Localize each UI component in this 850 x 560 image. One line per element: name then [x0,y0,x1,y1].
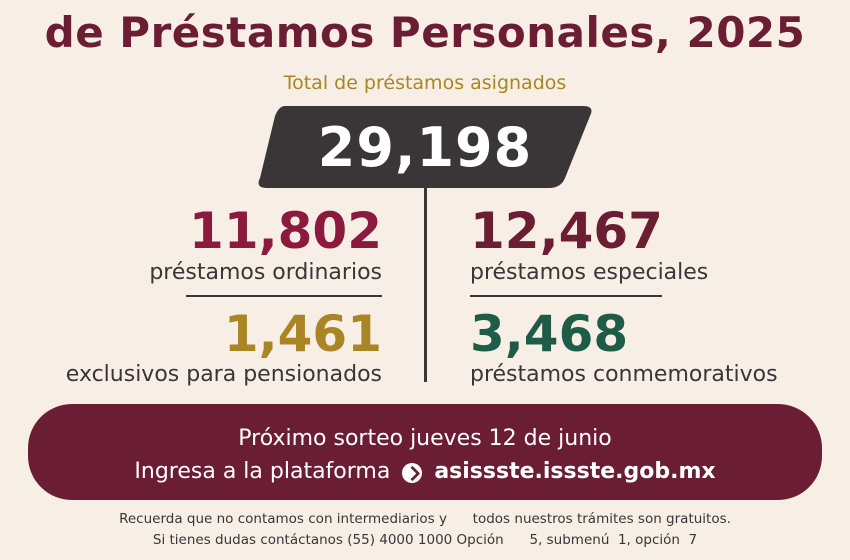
link-icon [402,462,423,483]
next-draw-banner: Próximo sorteo jueves 12 de junio Ingres… [28,404,822,500]
ordinarios-label: préstamos ordinarios [149,260,382,285]
next-draw-text: Próximo sorteo jueves 12 de junio [238,426,612,451]
page-subtitle: Total de préstamos asignados [283,72,567,94]
pensionados-value: 1,461 [223,305,382,363]
total-loans-badge: 29,198 [255,106,595,188]
footer-disclaimer: Recuerda que no contamos con intermediar… [119,511,731,527]
especiales-label: préstamos especiales [470,260,709,285]
conmemorativos-label: préstamos conmemorativos [470,362,778,387]
right-separator [470,295,662,297]
footer-contact: Si tienes dudas contáctanos (55) 4000 10… [152,532,698,548]
left-separator [186,295,382,297]
platform-prefix: Ingresa a la plataforma [134,459,391,484]
page-title: de Préstamos Personales, 2025 [44,8,806,57]
total-loans-value: 29,198 [317,115,533,179]
platform-line: Ingresa a la plataforma asissste.issste.… [28,459,822,484]
total-badge-shape [258,106,592,188]
pensionados-label: exclusivos para pensionados [65,362,382,387]
ordinarios-value: 11,802 [189,202,382,260]
conmemorativos-value: 3,468 [470,305,629,363]
especiales-value: 12,467 [470,202,663,260]
platform-url-link[interactable]: asissste.issste.gob.mx [434,459,716,484]
center-divider [424,186,427,382]
